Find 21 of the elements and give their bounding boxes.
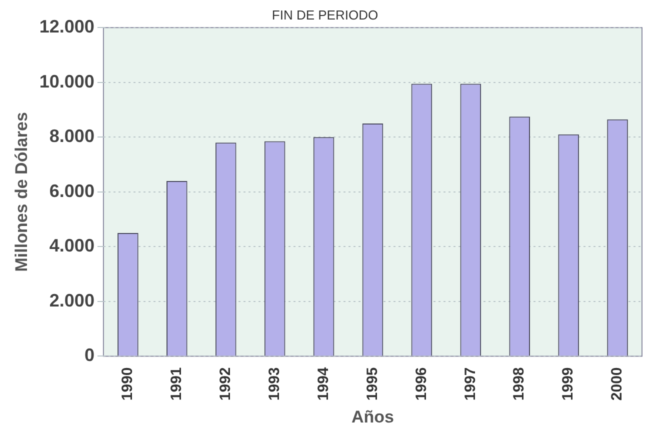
y-tick-label: 2.000 bbox=[49, 290, 94, 310]
x-tick-label: 1999 bbox=[560, 367, 577, 401]
x-tick-label: 1997 bbox=[462, 367, 479, 401]
x-tick-label: 1996 bbox=[412, 367, 430, 401]
x-axis-title: Años bbox=[351, 407, 394, 426]
x-tick-label: 1992 bbox=[216, 367, 234, 401]
x-tick-label: 1993 bbox=[266, 367, 283, 401]
x-tick-label: 1995 bbox=[364, 367, 381, 401]
y-tick-label: 4.000 bbox=[49, 236, 94, 256]
y-tick-label: 8.000 bbox=[49, 126, 94, 146]
chart-title: FIN DE PERIODO bbox=[272, 7, 378, 22]
y-tick-label: 6.000 bbox=[49, 180, 94, 201]
x-tick-label: 1991 bbox=[168, 367, 186, 401]
x-tick-label: 1994 bbox=[314, 366, 332, 401]
y-axis-title: Millones de Dólares bbox=[12, 112, 31, 272]
x-tick-label: 2000 bbox=[608, 367, 626, 401]
y-tick-label: 0 bbox=[84, 345, 94, 366]
y-tick-label: 12.000 bbox=[39, 16, 94, 37]
y-tick-label: 10.000 bbox=[39, 71, 94, 92]
x-tick-label: 1990 bbox=[119, 367, 136, 401]
x-tick-label: 1998 bbox=[510, 367, 528, 401]
